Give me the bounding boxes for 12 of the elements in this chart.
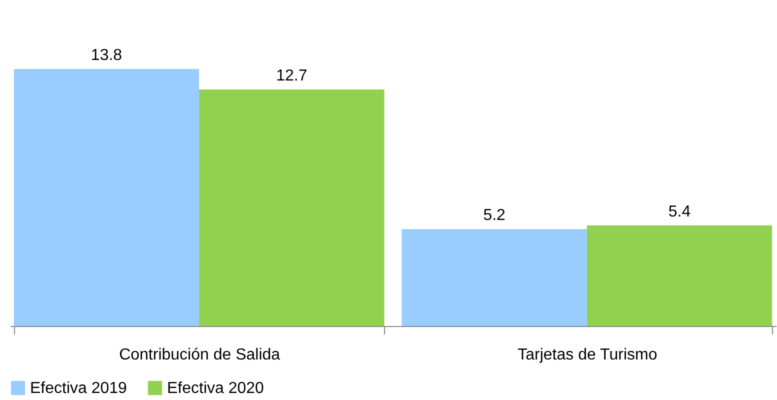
x-tick-label: Tarjetas de Turismo — [518, 346, 658, 364]
data-label: 12.7 — [276, 67, 308, 84]
x-tick-label: Contribución de Salida — [119, 346, 280, 364]
bar — [402, 229, 587, 326]
data-label: 13.8 — [90, 47, 122, 64]
legend-label: Efectiva 2020 — [167, 380, 264, 397]
bar — [586, 225, 772, 326]
bar — [14, 69, 200, 326]
legend-label: Efectiva 2019 — [30, 380, 128, 397]
data-label: 5.2 — [483, 207, 506, 224]
data-label: 5.4 — [668, 203, 691, 220]
bar — [199, 89, 384, 326]
